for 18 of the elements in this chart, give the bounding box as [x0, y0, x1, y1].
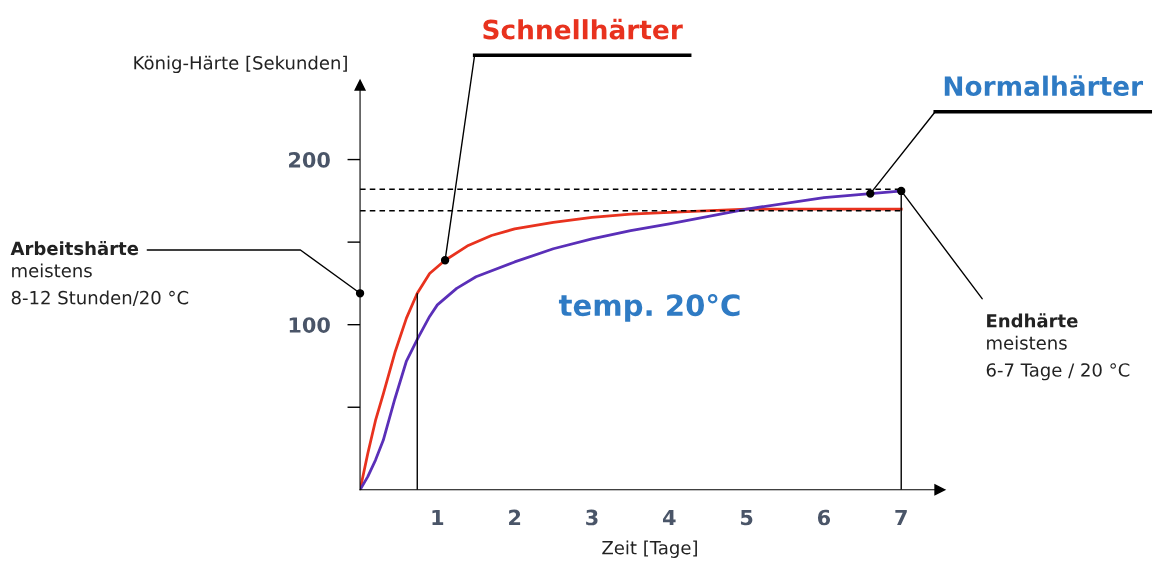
x-tick-label: 3: [586, 509, 598, 526]
x-tick-label: 2: [509, 509, 521, 526]
x-tick-label: 6: [817, 509, 831, 526]
x-tick-label: 5: [740, 509, 753, 526]
text: Normalhärter: [944, 75, 1144, 97]
x-tick-label: 4: [662, 509, 676, 526]
text: meistens 6-7 Tage / 20 °C: [986, 335, 1130, 381]
annotation: Endhärte: [987, 313, 1078, 328]
y-tick-label: 100: [289, 317, 330, 333]
x-axis-title: Zeit [Tage]: [602, 540, 697, 558]
text: meistens 8-12 Stunden/20 °C: [11, 263, 189, 306]
y-axis-title: König-Härte [Sekunden]: [134, 55, 347, 74]
annotation: Arbeitshärte: [10, 240, 139, 256]
x-tick-label: 7: [895, 509, 907, 526]
x-tick-label: 1: [432, 509, 444, 526]
text: Schnellhärter: [483, 18, 683, 40]
y-tick-label: 200: [289, 152, 330, 168]
annotation: temp. 20°C: [558, 293, 740, 322]
